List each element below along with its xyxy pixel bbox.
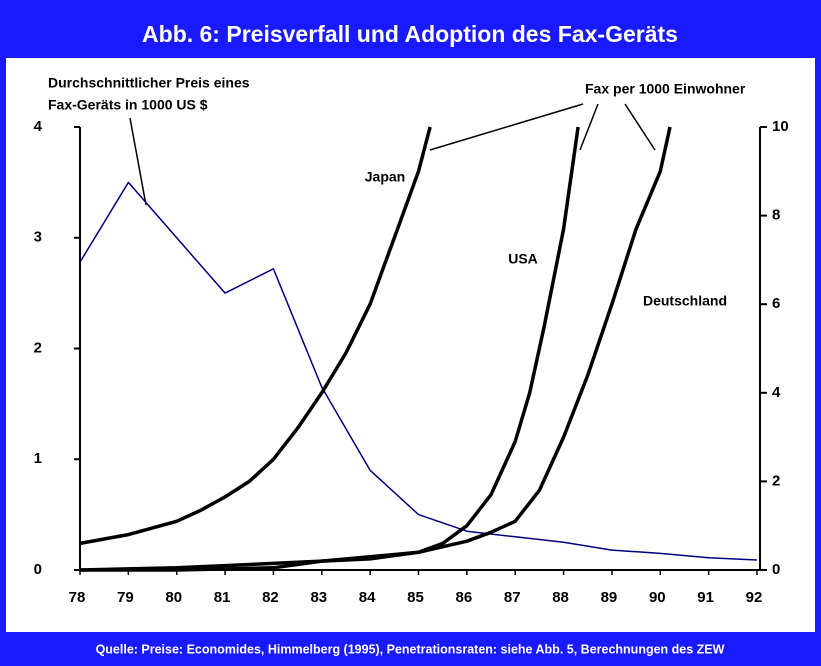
y2-tick-label: 4 (772, 384, 781, 401)
pointers (129, 103, 656, 206)
x-tick-label: 84 (359, 589, 376, 606)
plot-background (6, 58, 815, 632)
annotation: Fax-Geräts in 1000 US $ (48, 97, 208, 113)
y-tick-label: 0 (34, 561, 42, 578)
series-label: Deutschland (643, 293, 727, 309)
x-tick-label: 89 (601, 589, 618, 606)
y2-tick-label: 2 (772, 472, 780, 489)
x-tick-label: 78 (69, 589, 86, 606)
y-tick-label: 3 (34, 229, 42, 246)
x-tick-label: 88 (552, 589, 569, 606)
series-line (79, 181, 758, 561)
series-label: Japan (365, 169, 405, 185)
y2-tick-label: 8 (772, 207, 780, 224)
x-tick-label: 87 (504, 589, 521, 606)
x-tick-label: 81 (214, 589, 231, 606)
x-tick-label: 79 (117, 589, 134, 606)
series-line (80, 126, 580, 572)
x-tick-label: 86 (456, 589, 473, 606)
annotation: Fax per 1000 Einwohner (585, 81, 746, 97)
x-tick-label: 91 (697, 589, 714, 606)
x-tick-label: 90 (649, 589, 666, 606)
x-tick-label: 85 (407, 589, 424, 606)
x-tick-label: 92 (746, 589, 763, 606)
y2-tick-label: 0 (772, 561, 780, 578)
x-tick-label: 82 (262, 589, 279, 606)
y-tick-label: 1 (34, 450, 42, 467)
y2-tick-label: 10 (772, 118, 789, 135)
y-tick-label: 2 (34, 339, 42, 356)
footer: Quelle: Preise: Economides, Himmelberg (… (96, 642, 725, 656)
x-tick-label: 80 (165, 589, 182, 606)
series-line (79, 126, 672, 572)
x-tick-label: 83 (310, 589, 327, 606)
series-label: USA (508, 251, 538, 267)
series-line (79, 126, 432, 546)
y-tick-label: 4 (34, 118, 43, 135)
chart-title: Abb. 6: Preisverfall und Adoption des Fa… (142, 21, 678, 47)
y2-tick-label: 6 (772, 295, 780, 312)
annotation: Durchschnittlicher Preis eines (48, 75, 250, 91)
